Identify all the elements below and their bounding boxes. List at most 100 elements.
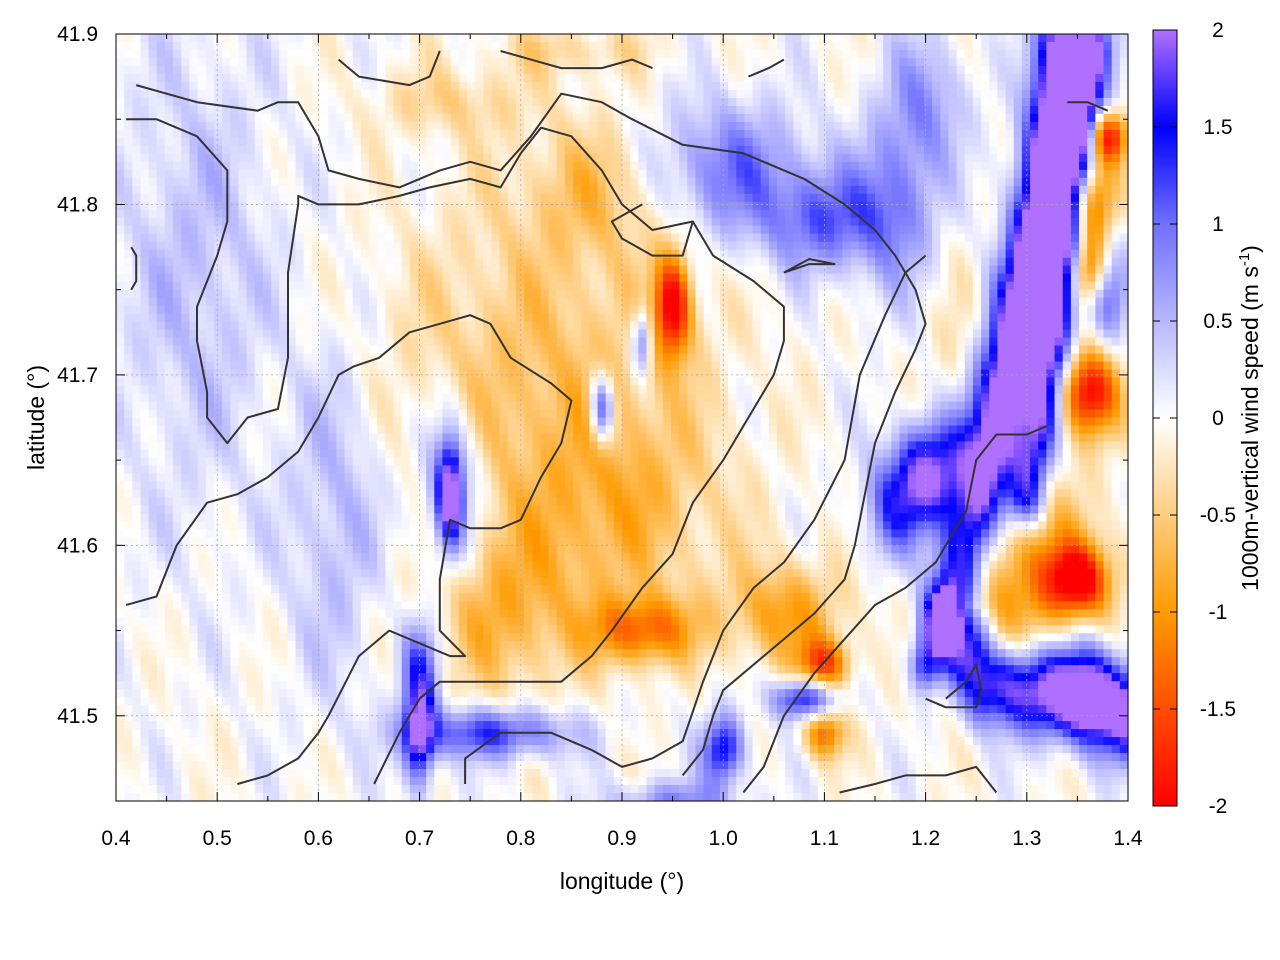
- heatmap-cell: [466, 49, 476, 59]
- heatmap-cell: [1079, 233, 1088, 243]
- heatmap-cell: [409, 113, 419, 123]
- heatmap-cell: [964, 265, 974, 275]
- heatmap-cell: [483, 65, 493, 75]
- heatmap-cell: [303, 153, 313, 163]
- heatmap-cell: [997, 73, 1007, 83]
- heatmap-cell: [654, 113, 664, 123]
- heatmap-cell: [793, 97, 803, 107]
- heatmap-cell: [417, 289, 427, 299]
- heatmap-cell: [997, 161, 1007, 171]
- heatmap-cell: [915, 65, 925, 75]
- heatmap-cell: [246, 201, 256, 211]
- heatmap-cell: [899, 185, 909, 195]
- heatmap-cell: [540, 217, 550, 227]
- heatmap-cell: [956, 49, 966, 59]
- heatmap-cell: [238, 49, 248, 59]
- heatmap-cell: [148, 89, 158, 99]
- heatmap-cell: [426, 297, 435, 307]
- heatmap-cell: [826, 129, 835, 139]
- heatmap-cell: [1054, 265, 1064, 275]
- heatmap-cell: [915, 177, 925, 187]
- heatmap-cell: [328, 65, 337, 75]
- heatmap-cell: [116, 289, 125, 299]
- heatmap-cell: [238, 297, 248, 307]
- heatmap-cell: [907, 73, 917, 83]
- heatmap-cell: [768, 169, 778, 179]
- heatmap-cell: [711, 105, 721, 115]
- heatmap-cell: [670, 169, 680, 179]
- heatmap-cell: [1038, 137, 1047, 147]
- heatmap-cell: [213, 185, 223, 195]
- heatmap-cell: [303, 177, 313, 187]
- heatmap-cell: [491, 177, 501, 187]
- heatmap-cell: [1013, 273, 1023, 283]
- heatmap-cell: [181, 225, 191, 235]
- heatmap-cell: [1038, 129, 1047, 139]
- heatmap-cell: [793, 281, 803, 291]
- heatmap-cell: [858, 289, 868, 299]
- heatmap-cell: [670, 233, 680, 243]
- heatmap-cell: [940, 41, 950, 51]
- heatmap-cell: [450, 337, 460, 347]
- heatmap-cell: [964, 129, 974, 139]
- heatmap-cell: [1079, 145, 1088, 155]
- heatmap-cell: [654, 345, 664, 355]
- heatmap-cell: [548, 193, 558, 203]
- heatmap-cell: [262, 145, 272, 155]
- heatmap-cell: [915, 113, 925, 123]
- heatmap-cell: [744, 249, 754, 259]
- heatmap-cell: [989, 225, 999, 235]
- heatmap-cell: [515, 113, 525, 123]
- heatmap-cell: [981, 34, 990, 43]
- heatmap-cell: [964, 161, 974, 171]
- heatmap-cell: [605, 121, 615, 131]
- heatmap-cell: [1095, 113, 1105, 123]
- heatmap-cell: [442, 225, 452, 235]
- heatmap-cell: [777, 201, 786, 211]
- heatmap-cell: [826, 321, 835, 331]
- heatmap-cell: [989, 329, 999, 339]
- heatmap-cell: [809, 169, 819, 179]
- heatmap-cell: [197, 297, 207, 307]
- heatmap-cell: [679, 161, 688, 171]
- heatmap-cell: [638, 137, 648, 147]
- heatmap-cell: [556, 34, 566, 43]
- heatmap-cell: [646, 201, 656, 211]
- heatmap-cell: [711, 57, 721, 67]
- heatmap-cell: [369, 137, 378, 147]
- heatmap-cell: [197, 185, 207, 195]
- heatmap-cell: [948, 193, 958, 203]
- heatmap-cell: [834, 113, 843, 123]
- heatmap-cell: [205, 185, 215, 195]
- heatmap-cell: [295, 265, 305, 275]
- heatmap-cell: [670, 257, 680, 267]
- heatmap-cell: [369, 81, 378, 91]
- heatmap-cell: [532, 73, 541, 83]
- heatmap-cell: [116, 113, 125, 123]
- heatmap-cell: [271, 225, 280, 235]
- heatmap-cell: [181, 177, 191, 187]
- heatmap-cell: [850, 329, 860, 339]
- heatmap-cell: [254, 34, 264, 43]
- heatmap-cell: [417, 153, 427, 163]
- heatmap-cell: [923, 193, 933, 203]
- heatmap-cell: [279, 249, 288, 259]
- heatmap-cell: [915, 289, 925, 299]
- heatmap-cell: [997, 241, 1007, 251]
- heatmap-cell: [858, 137, 868, 147]
- heatmap-cell: [360, 321, 370, 331]
- heatmap-cell: [230, 97, 240, 107]
- heatmap-cell: [189, 145, 199, 155]
- heatmap-cell: [1095, 89, 1105, 99]
- heatmap-cell: [564, 89, 574, 99]
- heatmap-cell: [613, 65, 623, 75]
- heatmap-cell: [116, 297, 125, 307]
- heatmap-cell: [548, 273, 558, 283]
- heatmap-cell: [581, 193, 590, 203]
- heatmap-cell: [328, 193, 337, 203]
- heatmap-cell: [605, 305, 615, 315]
- heatmap-cell: [140, 177, 150, 187]
- heatmap-cell: [989, 289, 999, 299]
- heatmap-cell: [1046, 105, 1056, 115]
- heatmap-cell: [883, 34, 892, 43]
